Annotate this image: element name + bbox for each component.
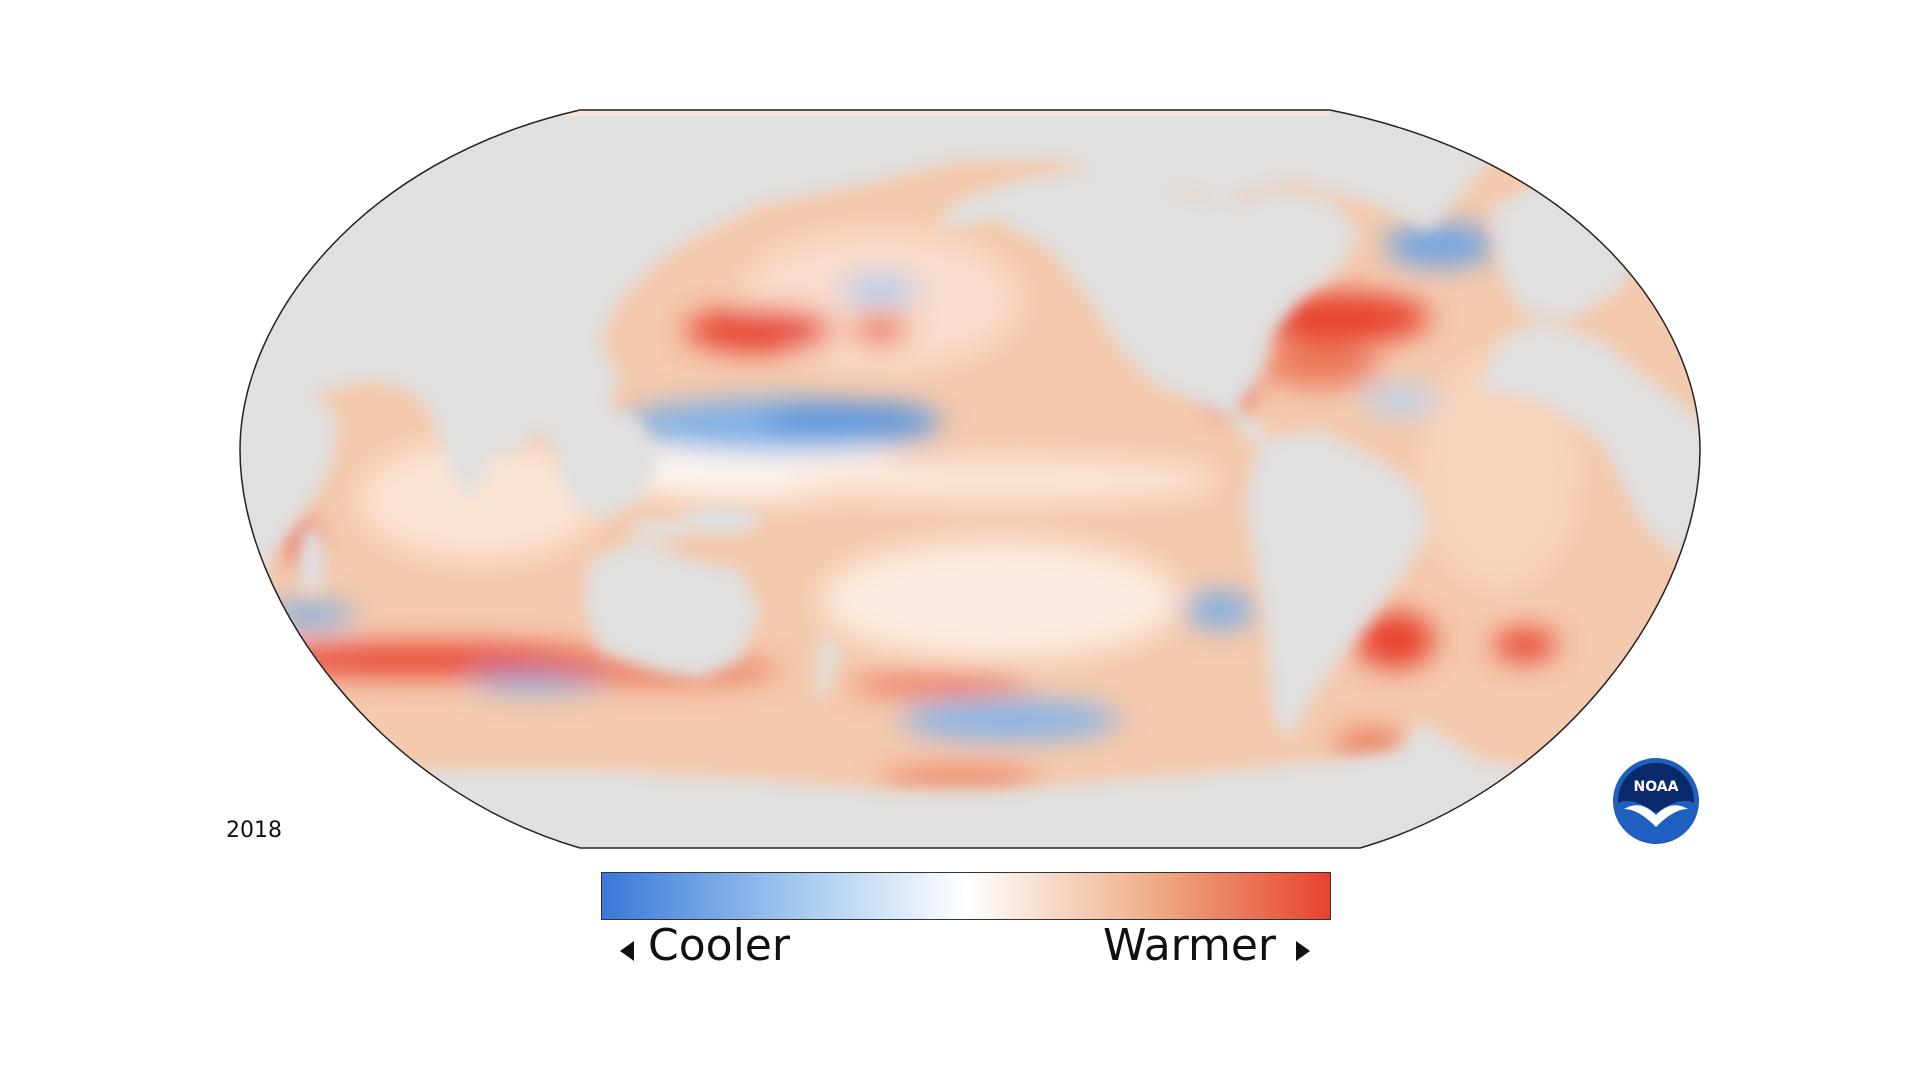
color-scale-bar bbox=[601, 872, 1331, 920]
right-arrow-icon bbox=[1296, 941, 1310, 961]
year-label: 2018 bbox=[226, 818, 282, 843]
legend-warm-label: Warmer bbox=[1103, 920, 1276, 971]
legend-cool-label: Cooler bbox=[648, 920, 790, 971]
left-arrow-icon bbox=[620, 941, 634, 961]
map-outline bbox=[239, 109, 1701, 849]
sst-anomaly-layer bbox=[240, 223, 1580, 820]
arctic-strip bbox=[560, 110, 1330, 116]
noaa-logo-text: NOAA bbox=[1634, 779, 1679, 795]
noaa-logo: NOAA bbox=[1613, 758, 1699, 844]
land-layer bbox=[240, 110, 1700, 848]
